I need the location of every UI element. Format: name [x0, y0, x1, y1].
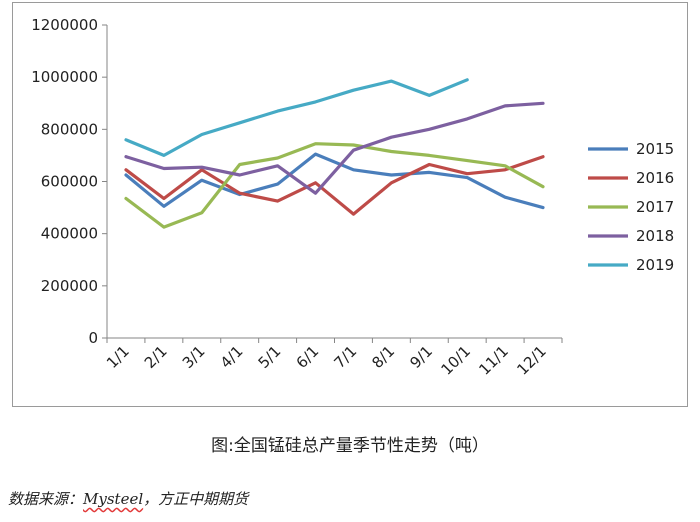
x-tick-label: 5/1: [255, 342, 285, 372]
series-line-2015: [124, 152, 545, 210]
legend-label-2018: 2018: [636, 227, 674, 245]
x-tick-label: 8/1: [368, 342, 398, 372]
y-tick-label: 800000: [41, 120, 98, 138]
x-tick-label: 3/1: [179, 342, 209, 372]
x-tick-label: 2/1: [141, 342, 171, 372]
series-line-2017: [124, 142, 545, 229]
source-prefix: 数据来源：: [8, 490, 84, 508]
series-line-2019: [124, 78, 469, 157]
x-tick-label: 9/1: [406, 342, 436, 372]
x-tick-label: 12/1: [513, 342, 550, 379]
source-suffix: ，方正中期期货: [143, 490, 249, 508]
series-line-2018: [124, 101, 545, 195]
legend-label-2017: 2017: [636, 198, 674, 216]
x-tick-label: 11/1: [475, 342, 512, 379]
x-tick-label: 6/1: [293, 342, 323, 372]
chart-frame: 0 200000 400000 600000 800000 1000000 1200000 1…: [12, 2, 688, 407]
y-tick-label: 1200000: [31, 16, 98, 34]
y-tick-label: 200000: [41, 277, 98, 295]
x-tick-label: 7/1: [330, 342, 360, 372]
data-source-note: 数据来源：Mysteel，方正中期期货: [8, 488, 248, 509]
y-tick-label: 400000: [41, 225, 98, 243]
legend-label-2019: 2019: [636, 256, 674, 274]
chart-caption: 图:全国锰硅总产量季节性走势（吨）: [211, 436, 489, 456]
source-brand: Mysteel: [83, 490, 144, 508]
y-tick-label: 0: [88, 329, 98, 347]
x-tick-label: 1/1: [103, 342, 133, 372]
legend-label-2016: 2016: [636, 169, 674, 187]
y-tick-label: 1000000: [31, 68, 98, 86]
line-chart: 0 200000 400000 600000 800000 1000000 1200000 1…: [31, 16, 674, 379]
x-tick-label: 10/1: [437, 342, 474, 379]
legend-label-2015: 2015: [636, 140, 674, 158]
series-line-2016: [124, 155, 545, 216]
x-tick-label: 4/1: [217, 342, 247, 372]
y-tick-label: 600000: [41, 173, 98, 191]
